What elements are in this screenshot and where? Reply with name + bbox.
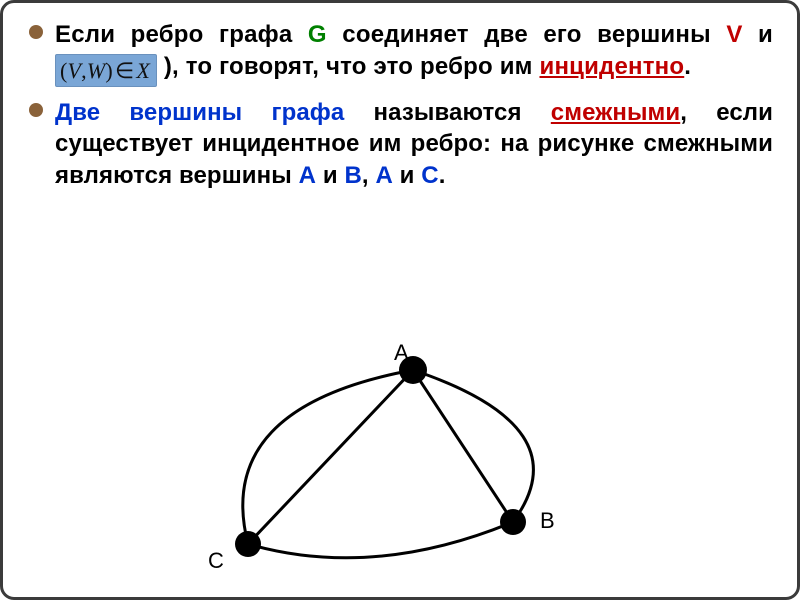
text: и xyxy=(743,21,773,48)
graph-diagram: A B C xyxy=(178,352,598,582)
text: Если ребро графа xyxy=(55,21,308,48)
text: ), то говорят, что это ребро им xyxy=(164,53,540,80)
vertex-label-C: C xyxy=(208,548,224,574)
vertex-V: V xyxy=(726,21,742,48)
graph-edges xyxy=(243,370,534,558)
text: . xyxy=(684,53,691,80)
formula-highlight: (V,W)∈X xyxy=(55,54,157,87)
term-incident: инцидентно xyxy=(539,53,684,80)
bullet-icon xyxy=(29,25,43,39)
graph-G: G xyxy=(308,21,327,48)
vertex-A: А xyxy=(375,162,392,189)
bullet-icon xyxy=(29,103,43,117)
text: называются xyxy=(344,99,550,126)
vertex-B: В xyxy=(344,162,361,189)
vertex-label-B: B xyxy=(540,508,555,534)
text: и xyxy=(316,162,344,189)
paragraph-incidence: Если ребро графа G соединяет две его вер… xyxy=(27,19,773,87)
lead-two-vertices: Две вершины графа xyxy=(55,99,344,126)
vertex-A: А xyxy=(299,162,316,189)
graph-nodes xyxy=(235,356,526,557)
slide-frame: Если ребро графа G соединяет две его вер… xyxy=(0,0,800,600)
text: соединяет две его вершины xyxy=(327,21,727,48)
text: и xyxy=(393,162,421,189)
paragraph-adjacent: Две вершины графа называются смежными, е… xyxy=(27,97,773,192)
vertex-label-A: A xyxy=(394,340,409,366)
vertex-C: С xyxy=(421,162,438,189)
graph-svg xyxy=(178,352,598,582)
term-adjacent: смежными xyxy=(551,99,680,126)
text: , xyxy=(362,162,376,189)
text: . xyxy=(439,162,446,189)
